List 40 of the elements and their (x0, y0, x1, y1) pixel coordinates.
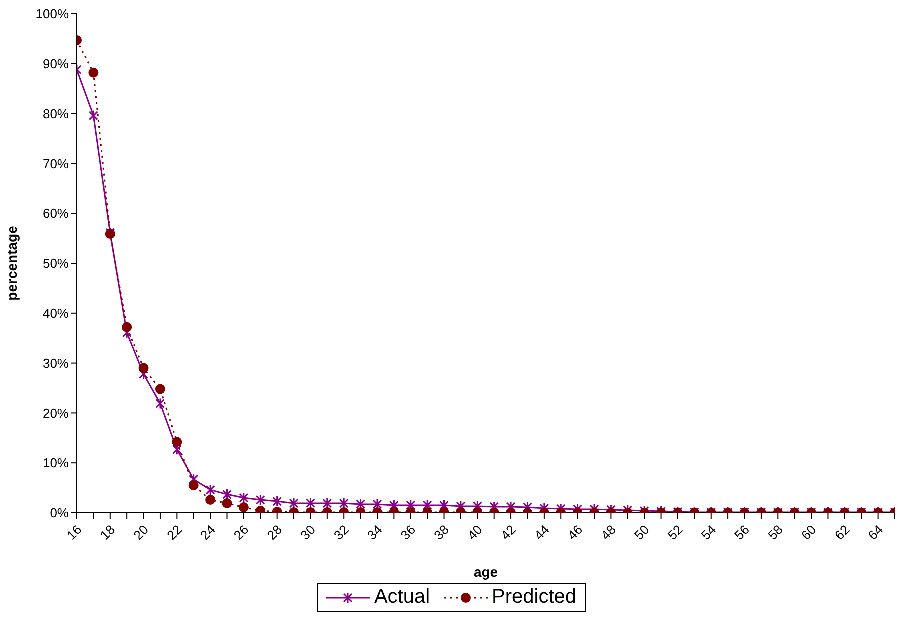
x-tick-label: 32 (331, 522, 352, 544)
x-tick-label: 60 (798, 522, 820, 544)
x-tick-label: 62 (832, 522, 853, 544)
y-axis-title: percentage (4, 226, 20, 301)
y-tick-label: 90% (42, 56, 70, 72)
y-tick-label: 40% (42, 306, 70, 322)
x-tick-label: 36 (398, 522, 419, 544)
x-tick-label: 34 (364, 522, 386, 544)
x-tick-label: 42 (498, 522, 519, 544)
x-tick-label: 22 (164, 522, 185, 544)
x-tick-label: 52 (664, 522, 686, 544)
x-tick-label: 24 (197, 522, 218, 544)
x-tick-label: 18 (97, 522, 118, 544)
x-tick-label: 26 (230, 522, 252, 544)
x-tick-label: 30 (298, 522, 318, 544)
y-tick-label: 80% (42, 106, 70, 122)
x-tick-label: 50 (632, 522, 652, 544)
legend-label: Actual (374, 586, 430, 609)
x-tick-label: 46 (564, 522, 586, 544)
x-tick-label: 58 (765, 522, 786, 544)
x-tick-label: 54 (698, 522, 720, 544)
x-tick-label: 56 (732, 522, 753, 544)
x-tick-label: 48 (598, 522, 619, 544)
x-tick-label: 64 (865, 522, 886, 544)
x-tick-label: 20 (130, 522, 152, 544)
y-tick-label: 10% (42, 456, 70, 471)
y-tick-label: 0% (50, 506, 70, 521)
x-tick-label: 28 (264, 522, 286, 544)
y-tick-label: 70% (42, 156, 70, 172)
legend-label: Predicted (492, 586, 577, 609)
x-tick-label: 38 (431, 522, 452, 544)
y-tick-label: 50% (42, 256, 70, 272)
y-tick-label: 20% (42, 406, 70, 421)
y-tick-label: 30% (42, 356, 70, 371)
x-tick-label: 44 (531, 522, 552, 544)
x-tick-label: 40 (464, 522, 486, 544)
x-tick-label: 16 (64, 522, 85, 544)
y-tick-label: 60% (42, 206, 70, 222)
x-axis-title: age (474, 564, 498, 580)
y-tick-label: 100% (36, 6, 70, 22)
